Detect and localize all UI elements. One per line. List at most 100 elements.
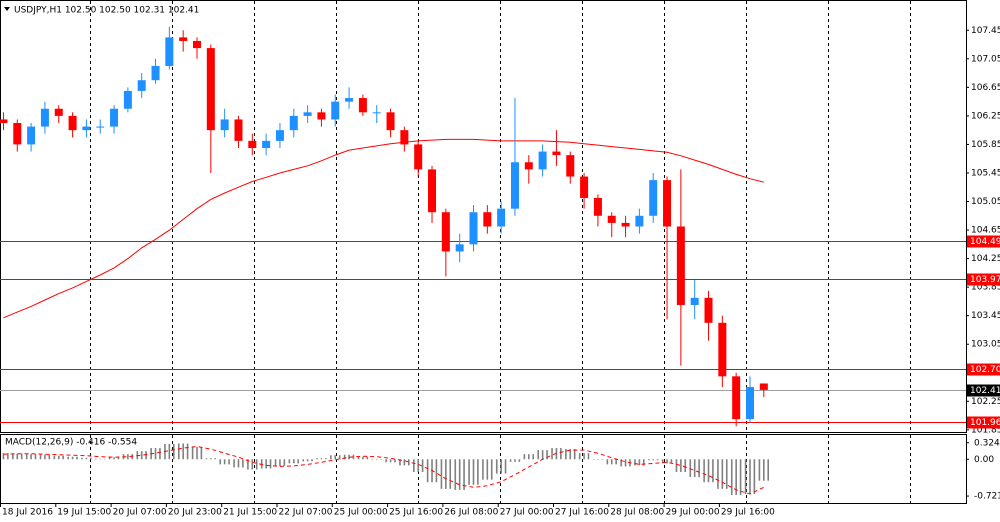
candle-body (690, 297, 699, 305)
macd-bar (385, 459, 387, 463)
macd-bar (445, 459, 447, 489)
candle-body (345, 98, 354, 102)
macd-bar (292, 459, 295, 464)
level-box (967, 363, 1000, 376)
candle-body (220, 119, 229, 131)
macd-bar (145, 451, 147, 460)
macd-bar (399, 459, 401, 466)
candle-body (552, 151, 561, 156)
candle-body (386, 112, 395, 131)
macd-bar (371, 459, 374, 460)
candle-body (110, 108, 119, 127)
candle-body (745, 387, 754, 420)
candle-body (469, 212, 478, 245)
candle-body (607, 215, 616, 223)
macd-bar (684, 459, 687, 473)
macd-bar (53, 455, 56, 460)
macd-bar (656, 459, 659, 461)
candle-body (165, 37, 174, 66)
candle-body (759, 383, 768, 390)
macd-bar (7, 453, 9, 460)
macd-bar (159, 448, 161, 460)
macd-bar (154, 448, 157, 460)
macd-bar (362, 456, 364, 460)
moving-average (3, 138, 764, 319)
candle-body (718, 322, 727, 377)
y-tick-label: 106.25 (971, 111, 1000, 121)
y-tick-label: 103.05 (971, 340, 1000, 350)
candle-body (414, 144, 423, 170)
macd-bar (610, 459, 613, 465)
macd-bar (85, 457, 88, 460)
candle-body (497, 208, 506, 227)
macd-bar (463, 459, 465, 490)
macd-bar (311, 459, 313, 462)
macd-bar (67, 456, 69, 460)
x-tick-label: 22 Jul 07:00 (278, 508, 332, 518)
macd-signal (3, 445, 765, 495)
y-tick-label: 103.85 (971, 283, 1000, 293)
candle-body (303, 112, 312, 116)
macd-bar (725, 459, 728, 489)
candle-body (400, 130, 409, 145)
macd-bar (62, 455, 64, 460)
macd-bar (283, 459, 286, 466)
level-box (967, 235, 1000, 248)
macd-bar (606, 459, 609, 465)
macd-bar (366, 456, 369, 460)
macd-bar (634, 459, 636, 466)
menu-arrow (4, 7, 10, 11)
macd-bar (25, 454, 28, 460)
macd-bar (57, 455, 60, 460)
macd-bar (592, 459, 595, 460)
macd-bar (172, 443, 175, 460)
x-tick-label: 18 Jul 2016 (2, 508, 53, 518)
macd-bar (247, 459, 249, 470)
candle-body (13, 123, 22, 145)
macd-bar (601, 459, 604, 460)
macd-bar (348, 454, 350, 460)
macd-bar (228, 459, 230, 465)
candle-body (621, 222, 630, 227)
level-box (967, 273, 1000, 286)
candle-body (275, 130, 284, 141)
macd-bar (763, 459, 765, 481)
macd-bar (661, 459, 664, 464)
candle-body (317, 112, 326, 120)
macd-bar (707, 459, 710, 483)
level-label: 103.97 (970, 275, 1000, 285)
macd-bar (12, 453, 14, 460)
macd-bar (486, 459, 489, 480)
x-tick-label: 25 Jul 16:00 (389, 508, 443, 518)
y-tick-label: 102.25 (971, 397, 1000, 407)
candle-body (206, 48, 215, 131)
macd-bar (117, 457, 120, 460)
candle-body (455, 244, 464, 252)
macd-bar (541, 450, 544, 460)
macd-bar (712, 459, 714, 483)
macd-bar (255, 459, 258, 470)
y-tick-label: 105.85 (971, 140, 1000, 150)
macd-bar (597, 459, 599, 460)
candle-body (704, 297, 713, 323)
macd-bar (219, 459, 222, 465)
y-tick-label: 103.45 (971, 311, 1000, 321)
y-tick-label: 107.45 (971, 26, 1000, 36)
symbol-header: USDJPY,H1 102.50 102.50 102.31 102.41 (14, 6, 199, 16)
macd-bar (81, 457, 83, 460)
candle-body (580, 176, 589, 198)
candle-body (248, 140, 257, 148)
macd-bar (210, 458, 212, 460)
macd-bar (90, 457, 92, 460)
macd-bar (583, 453, 585, 460)
macd-bar (316, 458, 318, 460)
macd-bar (200, 447, 203, 460)
candle-body (358, 98, 367, 113)
candle-body (538, 151, 547, 170)
macd-bar (440, 459, 443, 489)
candle-body (566, 155, 575, 177)
macd-bar (352, 454, 355, 460)
macd-bar (767, 459, 770, 481)
macd-bar (182, 443, 184, 460)
